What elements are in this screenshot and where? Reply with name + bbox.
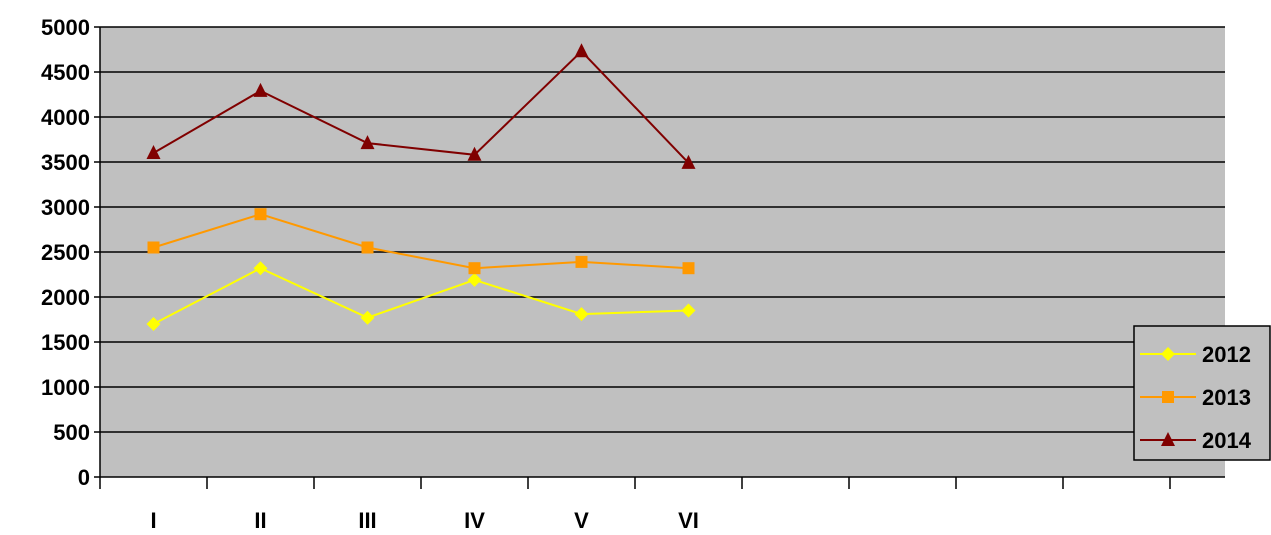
data-point	[682, 262, 695, 275]
gridlines	[100, 26, 1225, 433]
x-axis-ticks: I II III IV V VI	[99, 477, 1171, 533]
legend-label: 2013	[1202, 385, 1251, 410]
x-tick-label: VI	[678, 508, 699, 533]
series-line	[153, 267, 689, 325]
data-point	[681, 154, 696, 169]
series-2012	[146, 261, 696, 331]
x-tick-label: I	[150, 508, 156, 533]
y-tick-label: 2000	[41, 285, 90, 310]
data-point	[146, 317, 161, 331]
series-lines	[146, 43, 696, 331]
data-point	[146, 145, 161, 159]
data-point	[468, 262, 481, 275]
legend-label: 2014	[1202, 428, 1252, 453]
series-2014	[146, 43, 696, 169]
y-tick-label: 2500	[41, 240, 90, 265]
legend-marker	[1161, 347, 1175, 361]
legend-marker	[1161, 432, 1175, 446]
y-axis-ticks: 0 500 1000 1500 2000 2500 3000 3500 4000 4500 5000	[41, 15, 100, 490]
data-point	[574, 43, 589, 58]
y-tick-label: 0	[78, 465, 90, 490]
y-tick-label: 3000	[41, 195, 90, 220]
data-point	[574, 307, 589, 322]
series-line	[152, 49, 690, 164]
y-tick-label: 4000	[41, 105, 90, 130]
legend: 2012 2013 2014	[1133, 325, 1271, 461]
legend-entry-2013: 2013	[1140, 385, 1251, 410]
data-point	[360, 310, 375, 325]
y-tick-label: 5000	[41, 15, 90, 40]
y-tick-label: 3500	[41, 150, 90, 175]
x-tick-label: IV	[464, 508, 485, 533]
data-point	[254, 208, 267, 221]
legend-entry-2014: 2014	[1140, 428, 1252, 453]
y-tick-label: 500	[53, 420, 90, 445]
x-tick-label: III	[358, 508, 376, 533]
data-point	[360, 135, 375, 150]
data-point	[253, 261, 268, 276]
y-tick-label: 1000	[41, 375, 90, 400]
legend-box	[1133, 325, 1271, 461]
legend-label: 2012	[1202, 342, 1251, 367]
y-tick-label: 1500	[41, 330, 90, 355]
data-point	[147, 241, 160, 254]
data-point	[361, 241, 374, 254]
legend-entry-2012: 2012	[1140, 342, 1251, 367]
data-point	[467, 272, 482, 287]
data-point	[467, 146, 482, 161]
y-tick-label: 4500	[41, 60, 90, 85]
data-point	[681, 303, 696, 318]
x-tick-label: V	[574, 508, 589, 533]
series-2013	[147, 208, 695, 275]
data-point	[575, 255, 588, 268]
legend-marker	[1162, 391, 1174, 403]
series-line	[153, 213, 689, 270]
data-point	[253, 82, 268, 97]
x-tick-label: II	[254, 508, 266, 533]
